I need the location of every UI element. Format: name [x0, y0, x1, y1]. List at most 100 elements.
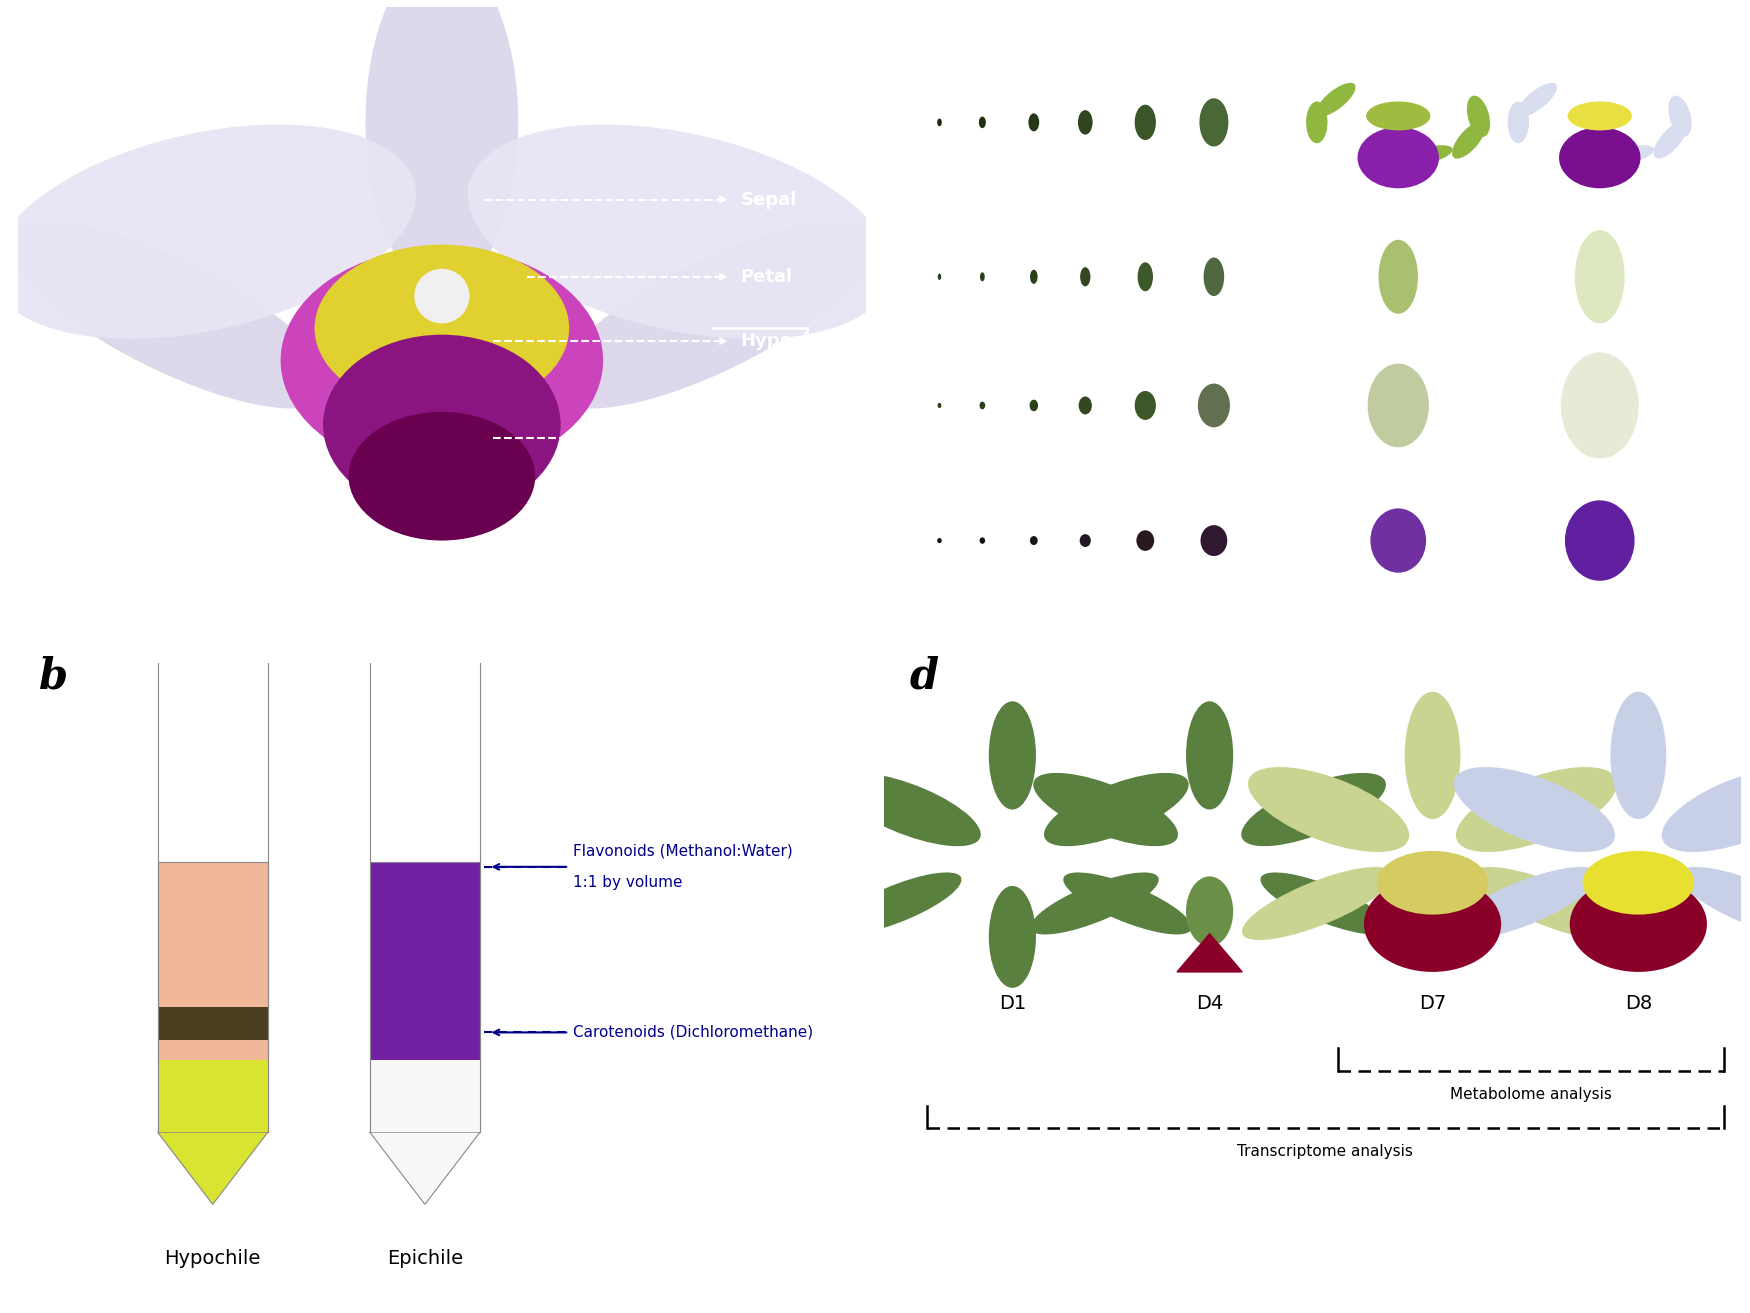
Ellipse shape	[1200, 525, 1227, 555]
Ellipse shape	[1260, 872, 1390, 935]
Text: Flavonoids (Methanol:Water): Flavonoids (Methanol:Water)	[574, 843, 793, 859]
Text: Hypochile: Hypochile	[740, 332, 840, 351]
Ellipse shape	[1197, 383, 1230, 427]
Ellipse shape	[9, 222, 331, 408]
Ellipse shape	[989, 701, 1036, 810]
Ellipse shape	[1134, 105, 1157, 140]
Ellipse shape	[980, 402, 985, 410]
Text: Petal: Petal	[740, 268, 793, 286]
Ellipse shape	[1654, 122, 1687, 159]
Ellipse shape	[938, 403, 942, 408]
Text: D4: D4	[1195, 994, 1223, 1014]
Ellipse shape	[1507, 101, 1530, 143]
Ellipse shape	[1138, 263, 1153, 291]
Text: Epichile: Epichile	[740, 428, 819, 446]
Ellipse shape	[1472, 867, 1624, 940]
Ellipse shape	[1466, 96, 1489, 137]
Text: Petal: Petal	[1664, 397, 1715, 415]
Text: D8: D8	[1589, 611, 1610, 625]
Ellipse shape	[1032, 773, 1178, 846]
Text: Lip: Lip	[819, 381, 850, 398]
Ellipse shape	[1678, 867, 1750, 940]
Text: D3: D3	[1024, 611, 1045, 625]
Ellipse shape	[366, 0, 518, 290]
Ellipse shape	[467, 125, 891, 339]
Polygon shape	[1178, 934, 1242, 972]
Ellipse shape	[1031, 872, 1158, 935]
FancyBboxPatch shape	[369, 863, 480, 1132]
Ellipse shape	[1045, 773, 1188, 846]
Ellipse shape	[1400, 146, 1452, 165]
Ellipse shape	[315, 244, 569, 412]
Ellipse shape	[1078, 110, 1092, 135]
Ellipse shape	[1662, 767, 1750, 852]
Ellipse shape	[1568, 101, 1633, 130]
FancyBboxPatch shape	[369, 1060, 480, 1132]
Ellipse shape	[980, 272, 985, 281]
Ellipse shape	[1564, 500, 1634, 580]
Text: D5: D5	[1134, 611, 1157, 625]
Ellipse shape	[938, 273, 942, 280]
Text: Sepal: Sepal	[740, 190, 796, 209]
Ellipse shape	[836, 773, 980, 846]
Ellipse shape	[280, 248, 604, 473]
Ellipse shape	[1080, 267, 1090, 286]
Ellipse shape	[415, 269, 469, 323]
Ellipse shape	[348, 412, 536, 541]
Ellipse shape	[1447, 867, 1600, 940]
Text: Sepal: Sepal	[1659, 268, 1715, 286]
FancyBboxPatch shape	[149, 511, 276, 540]
Ellipse shape	[1570, 876, 1706, 972]
Ellipse shape	[1242, 867, 1393, 940]
Ellipse shape	[1031, 536, 1038, 545]
Ellipse shape	[1029, 113, 1040, 131]
Ellipse shape	[1582, 851, 1694, 915]
Ellipse shape	[1367, 364, 1430, 448]
Ellipse shape	[1452, 122, 1486, 159]
Text: Lip: Lip	[1685, 532, 1715, 550]
Text: 1:1 by volume: 1:1 by volume	[574, 876, 682, 890]
Text: D6: D6	[1204, 611, 1225, 625]
Ellipse shape	[1316, 83, 1356, 117]
Ellipse shape	[1575, 230, 1624, 323]
Ellipse shape	[978, 117, 985, 129]
Ellipse shape	[1248, 767, 1409, 852]
Ellipse shape	[1134, 391, 1157, 420]
Text: D7: D7	[1419, 994, 1445, 1014]
Text: c: c	[901, 0, 926, 32]
Ellipse shape	[1456, 767, 1617, 852]
Text: Hypochile: Hypochile	[164, 1249, 261, 1268]
Ellipse shape	[1136, 530, 1155, 551]
Polygon shape	[158, 1132, 268, 1204]
Ellipse shape	[989, 886, 1036, 987]
FancyBboxPatch shape	[158, 1007, 268, 1040]
Polygon shape	[369, 1132, 480, 1204]
FancyBboxPatch shape	[158, 1060, 268, 1132]
Ellipse shape	[0, 125, 416, 339]
Text: b: b	[38, 655, 68, 697]
Ellipse shape	[1358, 127, 1438, 188]
Ellipse shape	[1454, 767, 1615, 852]
Text: D8: D8	[1624, 994, 1652, 1014]
Ellipse shape	[833, 872, 961, 935]
Ellipse shape	[1080, 534, 1090, 548]
Ellipse shape	[980, 537, 985, 544]
Ellipse shape	[1031, 269, 1038, 284]
Ellipse shape	[1204, 257, 1225, 297]
Text: D4: D4	[1074, 611, 1096, 625]
Ellipse shape	[1370, 508, 1426, 572]
FancyBboxPatch shape	[158, 863, 268, 1132]
Ellipse shape	[1078, 397, 1092, 415]
Ellipse shape	[1377, 851, 1488, 915]
Ellipse shape	[1379, 240, 1418, 314]
Ellipse shape	[938, 118, 942, 126]
Ellipse shape	[1306, 101, 1328, 143]
Ellipse shape	[1601, 146, 1654, 165]
Ellipse shape	[1363, 876, 1502, 972]
Text: Metabolome analysis: Metabolome analysis	[1451, 1087, 1612, 1102]
Ellipse shape	[1517, 83, 1558, 117]
Ellipse shape	[1186, 876, 1234, 947]
Ellipse shape	[1561, 352, 1638, 458]
Ellipse shape	[938, 538, 942, 544]
Text: D1: D1	[999, 994, 1026, 1014]
